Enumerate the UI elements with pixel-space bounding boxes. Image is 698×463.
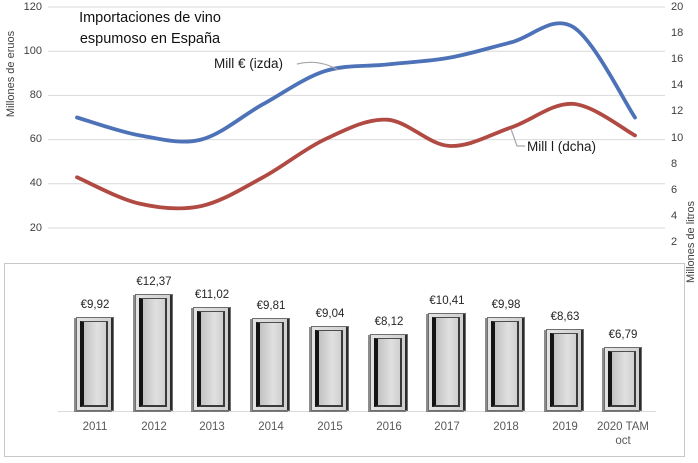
bar-2012 [135,294,173,411]
left-axis-tick-label: 60 [0,133,42,146]
bar-frame [550,333,578,407]
left-axis-tick-label: 20 [0,222,42,235]
bar-2018 [487,317,525,411]
bar-2020 [604,347,642,411]
series-label-euros: Mill € (izda) [214,56,283,71]
bar-chart-baseline [58,411,656,412]
left-axis-tick-label: 120 [0,1,42,14]
bar-frame [256,322,284,407]
bar-chart-panel: €9,922011€12,372012€11,022013€9,812014€9… [4,263,685,457]
bar-value-label: €6,79 [588,329,658,341]
bar-frame [491,321,519,407]
bar-frame [197,311,225,407]
leader-line-litros [511,129,525,146]
right-axis-tick-label: 18 [671,27,697,40]
chart-title-line2: espumoso en España [44,29,256,50]
bar-frame [315,330,343,407]
right-axis-tick-label: 16 [671,53,697,66]
line-chart: Importaciones de vino espumoso en España… [0,0,698,262]
bar-frame [139,298,167,407]
right-axis-tick-label: 14 [671,79,697,92]
left-axis-tick-label: 40 [0,177,42,190]
right-axis-tick-label: 2 [671,236,697,249]
bar-frame [374,338,402,407]
bar-value-label: €8,12 [354,316,424,328]
bar-2019 [546,329,584,411]
bar-value-label: €12,37 [119,276,189,288]
left-axis-tick-label: 100 [0,45,42,58]
bar-frame [432,317,460,407]
left-axis-title: Millones de eruos [5,0,19,149]
category-label: 2020 TAM oct [588,420,658,448]
bar-2013 [193,307,231,411]
right-axis-tick-label: 8 [671,158,697,171]
bar-2016 [370,334,408,411]
right-axis-tick-label: 12 [671,105,697,118]
bar-2011 [76,317,114,411]
right-axis-tick-label: 10 [671,132,697,145]
bar-frame [80,321,108,407]
right-axis-tick-label: 6 [671,184,697,197]
series-line-litros [77,104,635,209]
bar-2014 [252,318,290,411]
chart-title-line1: Importaciones de vino [44,8,256,29]
chart-page: Importaciones de vino espumoso en España… [0,0,698,463]
bar-value-label: €9,92 [60,299,130,311]
right-axis-tick-label: 20 [671,1,697,14]
bar-value-label: €9,98 [471,299,541,311]
bar-2017 [428,313,466,411]
chart-title: Importaciones de vino espumoso en España [44,8,256,50]
series-label-litros: Mill l (dcha) [527,139,596,154]
bar-value-label: €8,63 [530,311,600,323]
right-axis-tick-label: 4 [671,210,697,223]
bar-2015 [311,326,349,411]
left-axis-tick-label: 80 [0,89,42,102]
bar-frame [608,351,636,407]
